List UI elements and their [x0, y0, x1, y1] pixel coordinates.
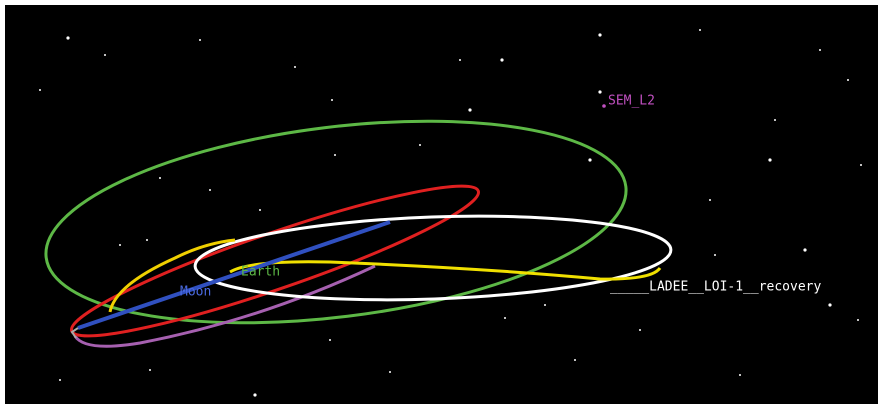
- star: [104, 54, 106, 56]
- moon-label: Moon: [180, 285, 211, 300]
- star: [598, 33, 601, 36]
- star: [739, 374, 741, 376]
- star: [149, 369, 151, 371]
- star: [146, 239, 148, 241]
- star: [714, 254, 716, 256]
- orbit-view: SEM_L2 Earth Moon _____LADEE__LOI-1__rec…: [0, 0, 883, 409]
- star: [253, 393, 256, 396]
- star: [294, 66, 296, 68]
- star: [639, 329, 641, 331]
- star: [574, 359, 576, 361]
- star: [329, 339, 331, 341]
- star: [588, 158, 591, 161]
- star: [334, 154, 336, 156]
- star: [119, 244, 121, 246]
- star: [857, 319, 859, 321]
- sem-l2-point: [602, 104, 606, 108]
- star: [39, 89, 41, 91]
- star: [504, 317, 506, 319]
- star: [544, 304, 546, 306]
- star: [459, 59, 461, 61]
- star: [59, 379, 61, 381]
- sem-l2-label: SEM_L2: [608, 94, 655, 109]
- star: [819, 49, 821, 51]
- star: [419, 144, 421, 146]
- star: [709, 199, 711, 201]
- star: [803, 248, 806, 251]
- star: [159, 177, 161, 179]
- star: [209, 189, 211, 191]
- star: [699, 29, 701, 31]
- star: [847, 79, 849, 81]
- star: [774, 119, 776, 121]
- earth-label: Earth: [241, 265, 280, 280]
- star: [500, 58, 503, 61]
- star: [66, 36, 69, 39]
- star: [860, 164, 862, 166]
- star: [331, 99, 333, 101]
- star: [389, 371, 391, 373]
- star: [259, 209, 261, 211]
- page: SEM_L2 Earth Moon _____LADEE__LOI-1__rec…: [0, 0, 883, 409]
- star: [768, 158, 771, 161]
- star: [468, 108, 471, 111]
- star: [199, 39, 201, 41]
- star: [828, 303, 831, 306]
- spacecraft-label: _____LADEE__LOI-1__recovery: [610, 280, 821, 295]
- star: [598, 90, 601, 93]
